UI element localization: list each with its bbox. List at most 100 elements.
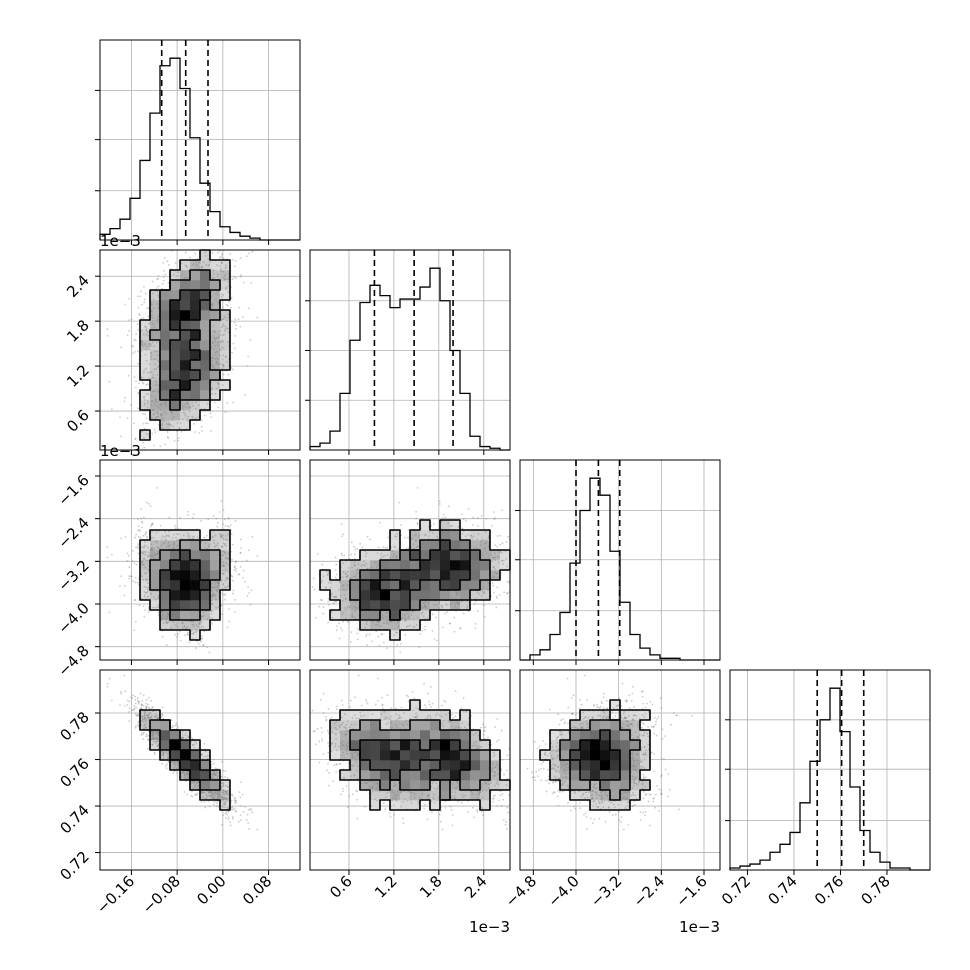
sample-point [167, 621, 170, 624]
density-cell [410, 620, 421, 631]
sample-point [394, 791, 396, 794]
density-cell [380, 560, 391, 571]
sample-point [221, 781, 223, 784]
sample-point [368, 538, 371, 541]
sample-point [620, 726, 623, 729]
sample-point [347, 742, 350, 745]
sample-point [231, 575, 234, 578]
sample-point [629, 723, 632, 725]
sample-point [140, 551, 143, 554]
density-cell [560, 770, 571, 781]
sample-point [485, 789, 488, 792]
sample-point [231, 368, 234, 371]
sample-point [397, 626, 400, 629]
sample-point [133, 562, 136, 565]
sample-point [214, 357, 217, 360]
sample-point [467, 507, 470, 510]
sample-point [224, 598, 227, 601]
panel-3-0 [99, 669, 301, 871]
density-cell [420, 530, 431, 541]
sample-point [365, 552, 368, 555]
sample-point [478, 791, 481, 794]
sample-point [311, 709, 314, 712]
sample-point [150, 547, 153, 550]
sample-point [346, 806, 349, 809]
sample-point [466, 811, 469, 813]
sample-point [627, 720, 630, 723]
sample-point [395, 797, 398, 800]
sample-point [147, 738, 150, 741]
sample-point [344, 617, 347, 620]
sample-point [192, 405, 194, 407]
sample-point [339, 793, 342, 796]
sample-point [177, 633, 179, 636]
sample-point [133, 422, 135, 425]
sample-point [632, 768, 635, 771]
sample-point [212, 514, 215, 517]
sample-point [656, 718, 659, 720]
density-cell [470, 590, 481, 601]
sample-point [343, 554, 346, 557]
sample-point [507, 811, 510, 814]
sample-point [493, 517, 496, 519]
sample-point [220, 800, 223, 803]
density-cell [390, 710, 401, 721]
density-cell [560, 740, 571, 751]
sample-point [178, 427, 181, 430]
sample-point [314, 616, 317, 619]
sample-point [400, 791, 403, 794]
density-cell [190, 750, 201, 761]
density-cell [160, 400, 171, 411]
sample-point [661, 728, 664, 731]
density-cell [160, 560, 171, 571]
density-cell [380, 740, 391, 751]
sample-point [187, 510, 190, 513]
x-tick-label-1-3: 2.4 [461, 872, 491, 902]
sample-point [210, 609, 213, 612]
sample-point [647, 800, 650, 803]
sample-point [161, 715, 164, 718]
sample-point [234, 334, 236, 337]
sample-point [391, 791, 394, 793]
sample-point [211, 602, 214, 605]
sample-point [341, 704, 344, 706]
sample-point [156, 316, 159, 318]
sample-point [143, 572, 146, 575]
sample-point [410, 614, 413, 616]
density-cell [210, 340, 221, 351]
sample-point [211, 277, 214, 279]
sample-point [222, 799, 225, 801]
sample-point [216, 362, 219, 365]
sample-point [658, 788, 661, 791]
sample-point [639, 819, 642, 821]
density-cell [480, 740, 491, 751]
density-cell [490, 560, 501, 571]
sample-point [161, 617, 164, 620]
sample-point [441, 606, 443, 609]
sample-point [335, 720, 338, 723]
sample-point [162, 276, 165, 279]
density-cell [430, 750, 441, 761]
sample-point [222, 781, 225, 784]
sample-point [149, 717, 151, 720]
sample-point [572, 694, 575, 697]
density-cell [370, 560, 381, 571]
density-cell [620, 730, 631, 741]
sample-point [154, 431, 157, 434]
sample-point [328, 603, 331, 606]
sample-point [157, 717, 160, 719]
sample-point [225, 303, 228, 306]
sample-point [143, 404, 146, 407]
density-cell [190, 550, 201, 561]
sample-point [141, 340, 144, 342]
sample-point [339, 627, 342, 629]
sample-point [483, 590, 485, 593]
sample-point [224, 267, 227, 270]
sample-point [227, 785, 229, 788]
sample-point [226, 576, 228, 579]
sample-point [213, 801, 216, 804]
sample-point [327, 762, 329, 765]
sample-point [625, 719, 628, 722]
sample-point [653, 770, 656, 772]
sample-point [128, 319, 131, 322]
